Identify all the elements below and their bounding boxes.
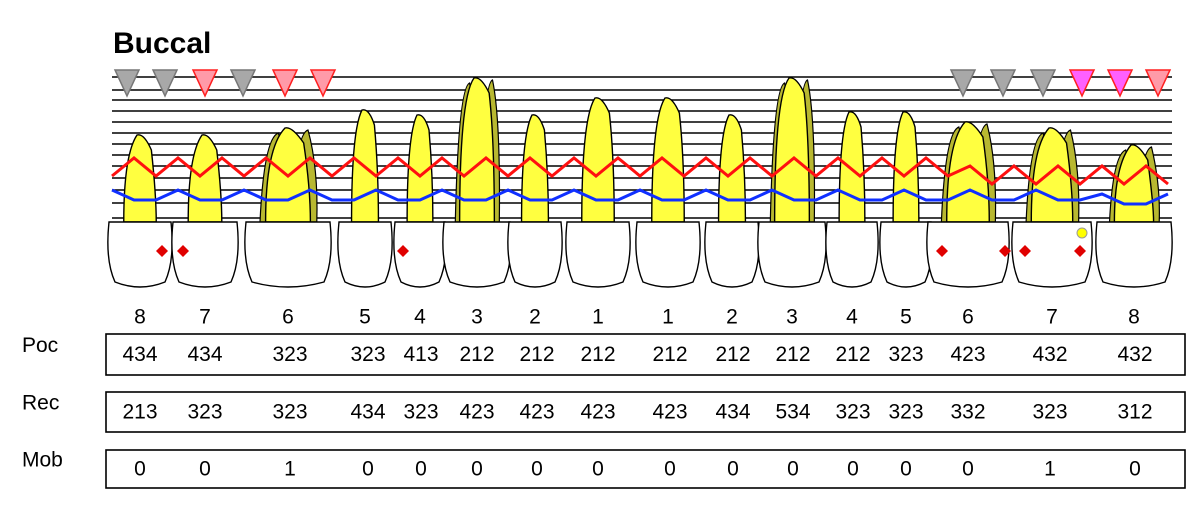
row-value: 0 xyxy=(531,458,543,481)
row-value: 323 xyxy=(187,401,222,424)
row-value: 0 xyxy=(362,458,374,481)
tooth-number: 2 xyxy=(529,306,541,329)
row-value: 423 xyxy=(950,343,985,366)
tooth-number: 3 xyxy=(786,306,798,329)
crown xyxy=(880,222,932,287)
chart-title: Buccal xyxy=(113,27,211,60)
row-value: 0 xyxy=(962,458,974,481)
row-value: 423 xyxy=(519,401,554,424)
tooth-number: 5 xyxy=(900,306,912,329)
row-value: 212 xyxy=(580,343,615,366)
row-value: 434 xyxy=(715,401,750,424)
row-value: 434 xyxy=(122,343,157,366)
row-box xyxy=(106,450,1185,488)
row-value: 0 xyxy=(664,458,676,481)
row-value: 323 xyxy=(272,401,307,424)
row-value: 212 xyxy=(715,343,750,366)
row-value: 0 xyxy=(134,458,146,481)
tooth-number: 1 xyxy=(592,306,604,329)
row-value: 0 xyxy=(847,458,859,481)
row-value: 323 xyxy=(1032,401,1067,424)
row-value: 0 xyxy=(592,458,604,481)
crown xyxy=(245,222,331,287)
tooth-number: 8 xyxy=(1128,306,1140,329)
tooth-number: 2 xyxy=(726,306,738,329)
row-value: 212 xyxy=(775,343,810,366)
row-value: 0 xyxy=(199,458,211,481)
crown xyxy=(705,222,759,287)
row-label: Rec xyxy=(22,392,59,415)
tooth-number: 7 xyxy=(199,306,211,329)
crown xyxy=(758,222,826,287)
row-value: 423 xyxy=(652,401,687,424)
tooth-number: 4 xyxy=(414,306,426,329)
row-value: 0 xyxy=(900,458,912,481)
row-value: 0 xyxy=(471,458,483,481)
row-value: 212 xyxy=(459,343,494,366)
row-value: 312 xyxy=(1117,401,1152,424)
row-label: Mob xyxy=(22,449,63,472)
crown xyxy=(636,222,700,287)
row-value: 1 xyxy=(284,458,296,481)
crown xyxy=(927,222,1009,287)
row-value: 534 xyxy=(775,401,810,424)
row-value: 212 xyxy=(519,343,554,366)
tooth-number: 1 xyxy=(662,306,674,329)
tooth-number: 5 xyxy=(359,306,371,329)
tooth-number: 7 xyxy=(1046,306,1058,329)
row-value: 323 xyxy=(888,401,923,424)
tooth-number: 8 xyxy=(134,306,146,329)
row-value: 434 xyxy=(350,401,385,424)
row-value: 0 xyxy=(787,458,799,481)
row-value: 1 xyxy=(1044,458,1056,481)
crown xyxy=(508,222,562,287)
crown xyxy=(443,222,511,287)
tooth-number: 3 xyxy=(471,306,483,329)
row-box xyxy=(106,334,1185,375)
tooth-number: 4 xyxy=(846,306,858,329)
marker xyxy=(1077,228,1087,238)
row-label: Poc xyxy=(22,334,58,357)
crown xyxy=(338,222,392,287)
tooth-number: 6 xyxy=(962,306,974,329)
row-value: 323 xyxy=(835,401,870,424)
row-value: 0 xyxy=(1129,458,1141,481)
crown xyxy=(826,222,878,287)
row-value: 423 xyxy=(580,401,615,424)
row-value: 434 xyxy=(187,343,222,366)
row-value: 323 xyxy=(403,401,438,424)
perio-chart: Buccal 8765432112345678Poc43443432332341… xyxy=(0,0,1203,509)
row-value: 0 xyxy=(727,458,739,481)
crown xyxy=(1096,222,1172,287)
row-box xyxy=(106,392,1185,432)
row-value: 0 xyxy=(415,458,427,481)
row-value: 323 xyxy=(272,343,307,366)
row-value: 332 xyxy=(950,401,985,424)
row-value: 212 xyxy=(652,343,687,366)
row-value: 432 xyxy=(1032,343,1067,366)
row-value: 213 xyxy=(122,401,157,424)
row-value: 323 xyxy=(888,343,923,366)
row-value: 413 xyxy=(403,343,438,366)
crown xyxy=(566,222,630,287)
row-value: 323 xyxy=(350,343,385,366)
row-value: 432 xyxy=(1117,343,1152,366)
tooth-number: 6 xyxy=(282,306,294,329)
row-value: 212 xyxy=(835,343,870,366)
row-value: 423 xyxy=(459,401,494,424)
